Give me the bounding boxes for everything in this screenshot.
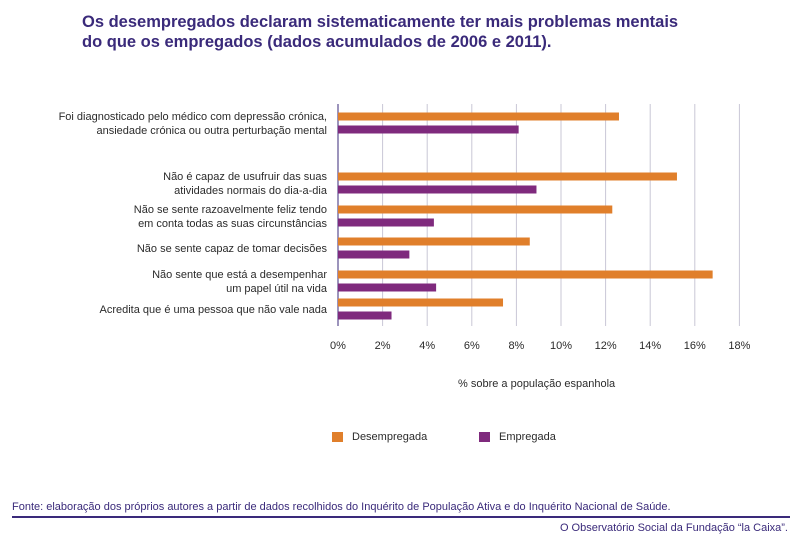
chart-title-line-1: Os desempregados declaram sistematicamen… [82, 13, 679, 31]
bar-desempregada-4 [338, 270, 713, 279]
category-label: um papel útil na vida [226, 283, 328, 295]
bar-desempregada-0 [338, 112, 619, 121]
x-tick-label: 16% [684, 340, 706, 352]
legend-label-desempregada: Desempregada [352, 431, 428, 443]
chart-title: Os desempregados declaram sistematicamen… [82, 12, 722, 52]
category-label: Não se sente capaz de tomar decisões [137, 243, 328, 255]
bar-empregada-0 [338, 125, 519, 134]
bar-empregada-1 [338, 185, 537, 194]
bar-chart: 0% 2% 4% 6% 8% 10% 12% 14% 16% 18% Foi diagnostica… [59, 104, 751, 352]
legend-swatch-empregada [479, 432, 490, 442]
x-tick-label: 18% [728, 340, 750, 352]
category-label: atividades normais do dia-a-dia [174, 185, 328, 197]
x-axis-title: % sobre a população espanhola [458, 378, 616, 390]
x-tick-label: 0% [330, 340, 346, 352]
category-label: em conta todas as suas circunstâncias [138, 218, 327, 230]
bar-desempregada-1 [338, 172, 677, 181]
x-tick-label: 14% [639, 340, 661, 352]
divider [12, 516, 790, 518]
category-label: Não é capaz de usufruir das suas [163, 171, 327, 183]
bar-desempregada-3 [338, 237, 530, 246]
x-tick-label: 8% [508, 340, 524, 352]
legend-swatch-desempregada [332, 432, 343, 442]
credit-line: O Observatório Social da Fundação “la Ca… [559, 522, 788, 534]
x-tick-label: 12% [595, 340, 617, 352]
category-label: Acredita que é uma pessoa que não vale n… [100, 304, 328, 316]
x-tick-label: 6% [464, 340, 480, 352]
legend-label-empregada: Empregada [499, 431, 556, 443]
bar-desempregada-2 [338, 205, 613, 214]
category-label: Não sente que está a desempenhar [152, 269, 327, 281]
source-note: Fonte: elaboração dos próprios autores a… [12, 501, 671, 513]
category-label: Foi diagnosticado pelo médico com depres… [59, 111, 327, 123]
legend-item-desempregada: Desempregada [332, 431, 427, 443]
category-label: ansiedade crónica ou outra perturbação m… [96, 125, 327, 137]
x-tick-label: 10% [550, 340, 572, 352]
legend-item-empregada: Empregada [479, 431, 556, 443]
x-tick-label: 2% [375, 340, 391, 352]
bar-empregada-5 [338, 311, 392, 320]
category-label: Não se sente razoavelmente feliz tendo [134, 204, 327, 216]
bar-empregada-4 [338, 283, 437, 292]
bar-desempregada-5 [338, 298, 504, 307]
x-tick-label: 4% [419, 340, 435, 352]
bar-empregada-3 [338, 250, 410, 259]
chart-title-line-2: do que os empregados (dados acumulados d… [82, 33, 552, 51]
bar-empregada-2 [338, 218, 434, 227]
